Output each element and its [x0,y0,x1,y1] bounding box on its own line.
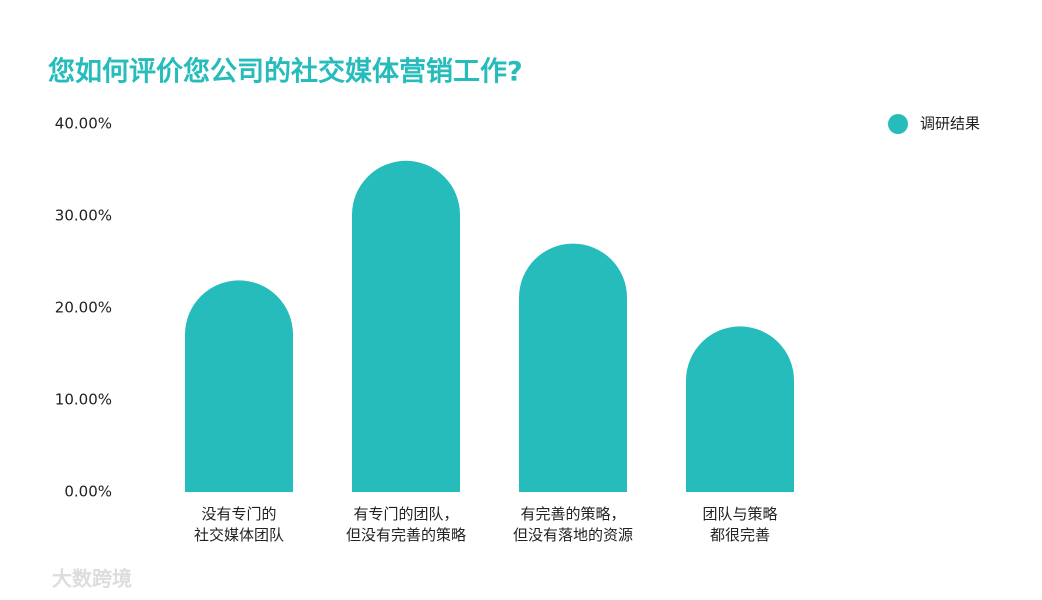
x-tick-label: 没有专门的 社交媒体团队 [193,505,284,544]
bar [519,243,627,492]
y-tick-label: 30.00% [55,207,112,225]
watermark: 大数跨境 [52,567,132,591]
y-tick-label: 0.00% [64,483,112,501]
bar [185,280,293,492]
bar [686,326,794,492]
x-tick-label: 有专门的团队， 但没有完善的策略 [345,505,466,544]
x-tick-label: 有完善的策略， 但没有落地的资源 [512,505,633,544]
x-tick-label: 团队与策略 都很完善 [702,505,778,544]
y-tick-label: 10.00% [55,391,112,409]
chart-title: 您如何评价您公司的社交媒体营销工作? [48,56,523,88]
y-tick-label: 20.00% [55,299,112,317]
bar [352,160,460,493]
legend-marker [888,114,908,134]
y-tick-label: 40.00% [55,115,112,133]
legend-label: 调研结果 [920,115,980,133]
